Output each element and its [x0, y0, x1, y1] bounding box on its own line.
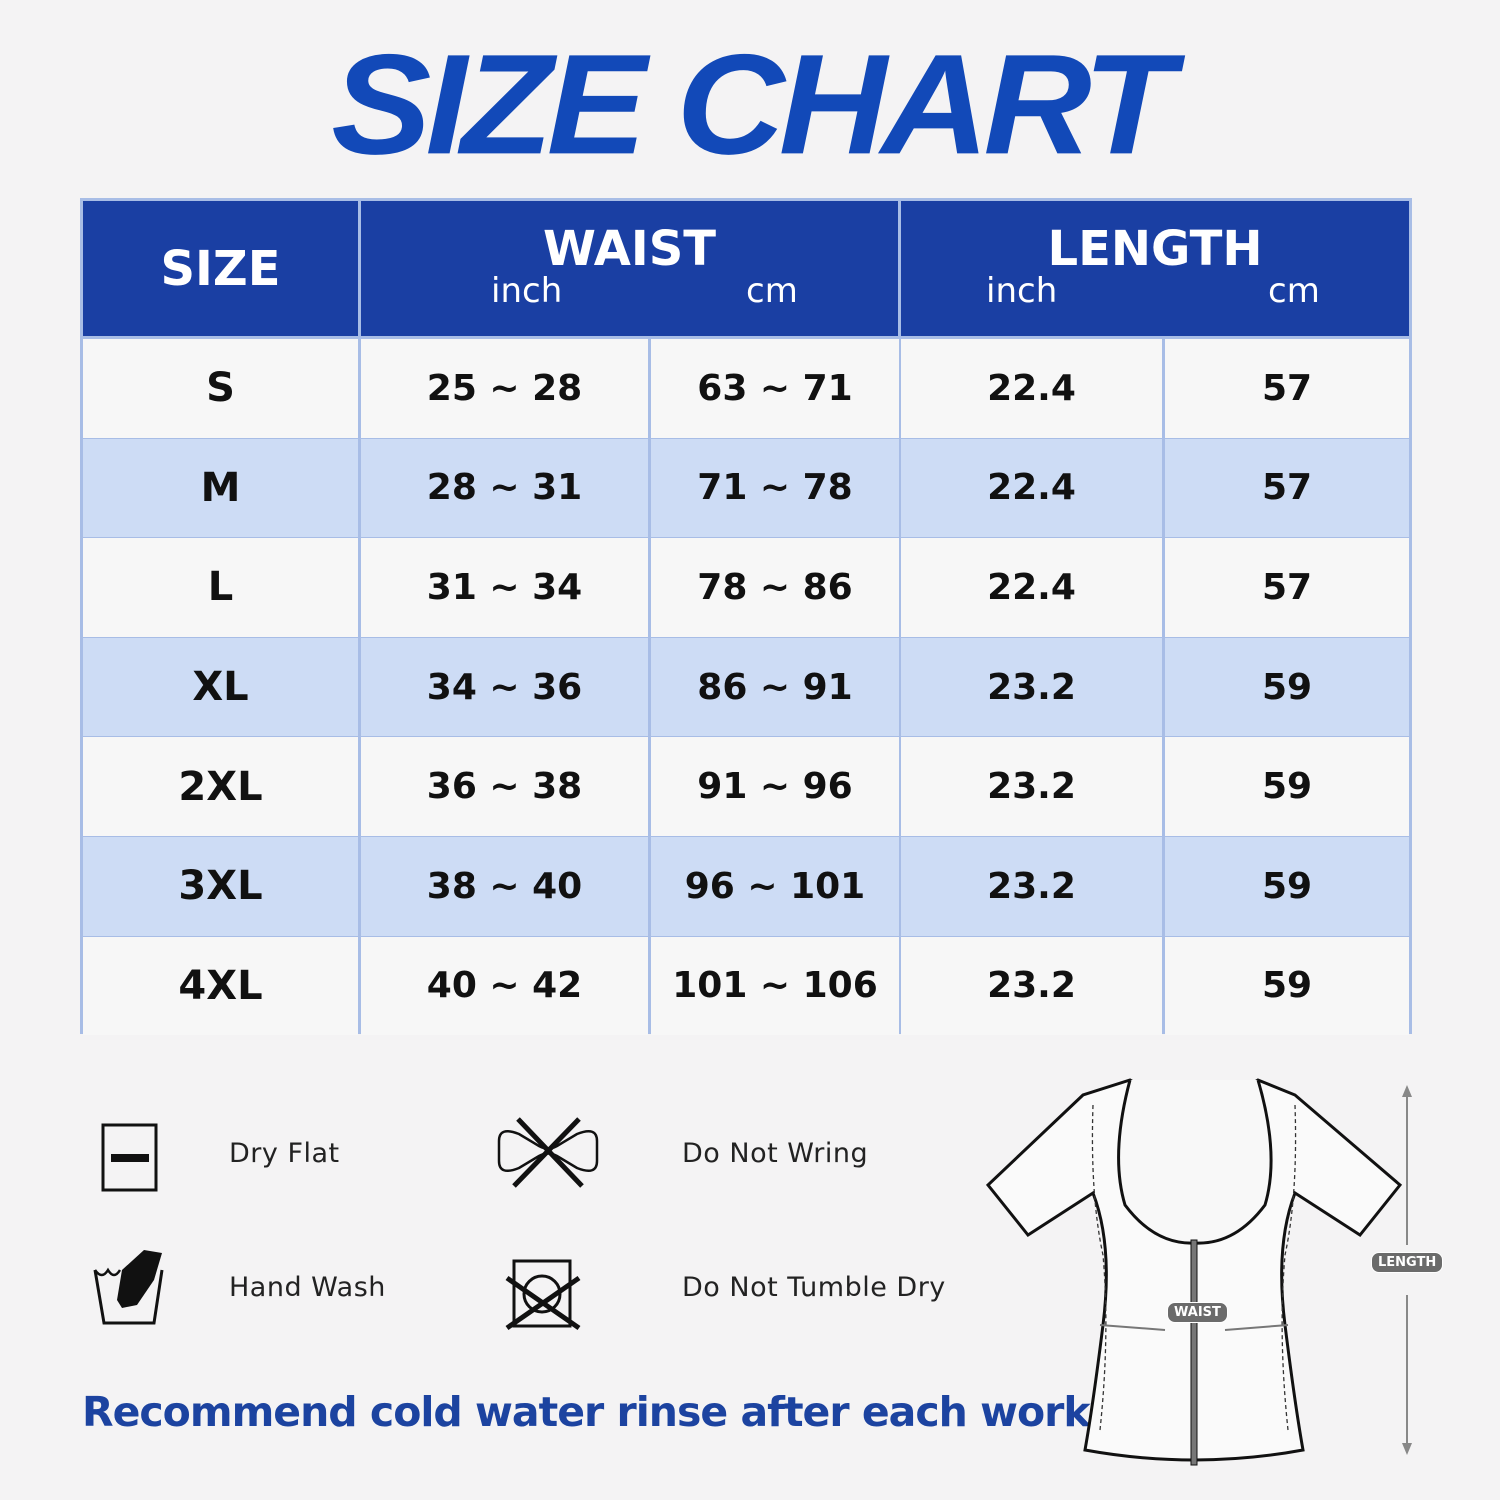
table-cell-length-inch: 23.2: [901, 737, 1162, 836]
table-cell-length-cm: 59: [1165, 637, 1409, 737]
table-cell-waist-cm: 71 ~ 78: [651, 438, 899, 538]
table-cell-waist-inch: 36 ~ 38: [361, 737, 648, 836]
length-tag: LENGTH: [1371, 1252, 1444, 1273]
table-cell-size: 2XL: [83, 737, 358, 836]
waist-cm-label: cm: [746, 271, 798, 311]
table-cell-waist-cm: 96 ~ 101: [651, 837, 899, 936]
table-cell-length-cm: 57: [1165, 438, 1409, 538]
waist-inch-label: inch: [491, 271, 563, 311]
table-cell-size: 4XL: [83, 936, 358, 1036]
table-cell-waist-cm: 63 ~ 71: [651, 339, 899, 438]
table-cell-waist-inch: 34 ~ 36: [361, 637, 648, 737]
table-cell-length-inch: 23.2: [901, 837, 1162, 936]
length-inch-label: inch: [986, 271, 1058, 311]
table-cell-length-inch: 22.4: [901, 538, 1162, 637]
table-cell-length-cm: 59: [1165, 737, 1409, 836]
do-not-tumble-dry-label: Do Not Tumble Dry: [682, 1272, 946, 1303]
hand-wash-icon: [93, 1250, 164, 1325]
table-cell-length-inch: 22.4: [901, 438, 1162, 538]
header-size: SIZE: [83, 201, 358, 336]
care-note: Recommend cold water rinse after each wo…: [82, 1388, 1178, 1436]
length-header-label: LENGTH: [1047, 221, 1263, 277]
table-cell-waist-cm: 101 ~ 106: [651, 936, 899, 1036]
table-cell-size: 3XL: [83, 837, 358, 936]
header-length: LENGTH inch cm: [901, 201, 1409, 336]
table-cell-size: S: [83, 339, 358, 438]
waist-tag: WAIST: [1167, 1302, 1228, 1323]
table-cell-waist-inch: 38 ~ 40: [361, 837, 648, 936]
do-not-tumble-dry-icon: [505, 1259, 581, 1331]
table-cell-waist-inch: 25 ~ 28: [361, 339, 648, 438]
table-cell-waist-cm: 78 ~ 86: [651, 538, 899, 637]
length-cm-label: cm: [1268, 271, 1320, 311]
table-cell-waist-cm: 86 ~ 91: [651, 637, 899, 737]
table-cell-waist-inch: 31 ~ 34: [361, 538, 648, 637]
table-cell-size: XL: [83, 637, 358, 737]
size-table: SIZE WAIST inch cm LENGTH inch cm S 25 ~ …: [80, 198, 1412, 1036]
table-cell-length-inch: 23.2: [901, 637, 1162, 737]
table-cell-waist-cm: 91 ~ 96: [651, 737, 899, 836]
table-cell-length-inch: 22.4: [901, 339, 1162, 438]
do-not-wring-label: Do Not Wring: [682, 1138, 869, 1169]
table-cell-length-cm: 59: [1165, 837, 1409, 936]
dry-flat-label: Dry Flat: [229, 1138, 340, 1169]
page-title: SIZE CHART: [331, 24, 1174, 184]
do-not-wring-icon: [497, 1117, 599, 1188]
size-header-label: SIZE: [160, 241, 281, 297]
table-cell-size: M: [83, 438, 358, 538]
length-arrow-icon: [1402, 1085, 1412, 1455]
dry-flat-icon: [101, 1123, 158, 1192]
waist-header-label: WAIST: [542, 221, 717, 277]
table-cell-waist-inch: 28 ~ 31: [361, 438, 648, 538]
table-cell-waist-inch: 40 ~ 42: [361, 936, 648, 1036]
table-cell-length-cm: 57: [1165, 339, 1409, 438]
hand-wash-label: Hand Wash: [229, 1272, 386, 1303]
table-cell-size: L: [83, 538, 358, 637]
table-cell-length-cm: 57: [1165, 538, 1409, 637]
table-cell-length-cm: 59: [1165, 936, 1409, 1036]
table-cell-length-inch: 23.2: [901, 936, 1162, 1036]
garment-diagram: [985, 1078, 1403, 1466]
header-waist: WAIST inch cm: [361, 201, 898, 336]
